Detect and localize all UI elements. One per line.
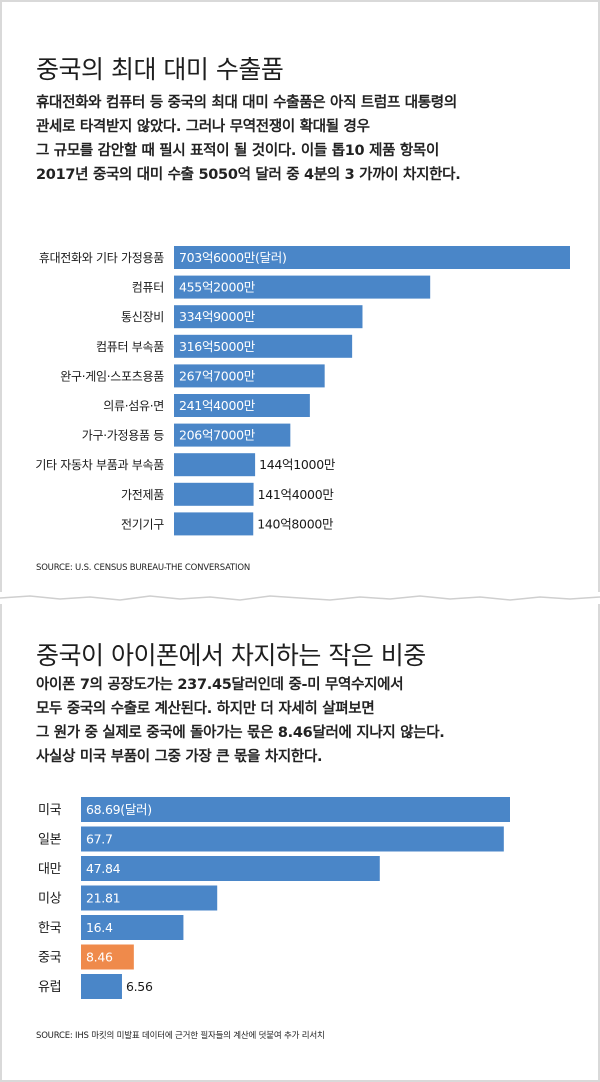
value-label: 144억1000만 [259,457,336,472]
value-label: 140억8000만 [257,516,334,531]
bar-group: 일본 67.7 [38,826,504,852]
intro-line: 2017년 중국의 대미 수출 5050억 달러 중 4분의 3 가까이 차지한… [36,167,461,183]
category-label: 가구·가정용품 등 [82,429,164,443]
bar [81,885,218,911]
bar [174,394,310,417]
bar-group: 의류·섬유·면 241억4000만 [103,394,310,417]
bar [174,482,254,506]
value-label: 8.46 [86,950,113,965]
bar-group: 중국 8.46 [38,944,134,970]
intro-line: 모두 중국의 수출로 계산된다. 하지만 더 자세히 살펴보면 [36,701,375,717]
category-label: 대만 [38,862,62,877]
category-label: 휴대전화와 기타 가정용품 [39,251,164,265]
value-label: 21.81 [86,891,120,906]
bar-group: 한국 16.4 [38,915,184,940]
category-label: 미상 [38,892,62,907]
category-label: 완구·게임·스포츠용품 [60,369,164,383]
intro-line: 그 원가 중 실제로 중국에 돌아가는 몫은 8.46달러에 지나지 않는다. [36,725,445,741]
value-label: 267억7000만 [179,368,256,383]
bar-group: 유럽 6.56 [38,974,153,999]
bar-group: 완구·게임·스포츠용품 267억7000만 [60,364,325,388]
bar [174,423,291,447]
category-label: 한국 [38,921,62,936]
bar [174,246,570,269]
value-label: 316억5000만 [179,339,256,354]
bar [81,826,504,852]
value-label: 16.4 [86,920,113,935]
value-label: 141억4000만 [258,487,335,502]
bar-group: 컴퓨터 455억2000만 [132,275,431,299]
value-label: 6.56 [126,979,153,994]
value-label: 68.69(달러) [86,802,152,817]
bar-highlight [81,944,134,970]
bar [81,856,380,881]
iphone-chart-source: SOURCE: IHS 마킷의 미발표 데이터에 근거한 필자들의 계산에 덧붙… [36,1031,325,1041]
bar [174,275,431,299]
category-label: 일본 [38,833,62,848]
bar-group: 컴퓨터 부속품 316억5000만 [96,334,353,358]
category-label: 컴퓨터 부속품 [96,340,164,354]
category-label: 의류·섬유·면 [103,399,164,413]
bar [174,334,353,358]
bar-group: 미국 68.69(달러) [38,797,510,822]
bar [81,974,122,999]
bar-group: 전기기구 140억8000만 [121,512,334,536]
bar [174,512,254,536]
category-label: 미국 [38,803,62,818]
iphone-chart-title: 중국이 아이폰에서 차지하는 작은 비중 [36,641,426,670]
bar-group: 통신장비 334억9000만 [121,305,363,329]
value-label: 334억9000만 [179,309,256,324]
bar [174,364,325,388]
bar-group: 대만 47.84 [38,856,380,881]
export-chart-title: 중국의 최대 대미 수출품 [36,55,284,84]
iphone-bar-chart: 미국 68.69(달러) 일본 67.7 대만 47.84 미상 21.81 한국 16.4 중국 8… [38,797,510,999]
category-label: 가전제품 [121,488,164,502]
iphone-chart-intro: 아이폰 7의 공장도가는 237.45달러인데 중-미 무역수지에서 모두 중국… [36,673,445,769]
value-label: 206억7000만 [179,428,256,443]
bar-group: 기타 자동차 부품과 부속품 144억1000만 [35,453,336,477]
bar [174,305,363,329]
bar-group: 휴대전화와 기타 가정용품 703억6000만(달러) [39,246,570,269]
iphone-chart-panel: 중국이 아이폰에서 차지하는 작은 비중 아이폰 7의 공장도가는 237.45… [0,596,600,1082]
torn-divider [0,592,600,604]
intro-line: 휴대전화와 컴퓨터 등 중국의 최대 대미 수출품은 아직 트럼프 대통령의 [36,95,457,111]
export-chart-panel: 중국의 최대 대미 수출품 휴대전화와 컴퓨터 등 중국의 최대 대미 수출품은… [0,0,600,596]
bar [81,915,184,940]
intro-line: 관세로 타격받지 않았다. 그러나 무역전쟁이 확대될 경우 [36,119,370,135]
bar-group: 가전제품 141억4000만 [121,482,335,506]
export-chart-source: SOURCE: U.S. CENSUS BUREAU-THE CONVERSAT… [36,563,251,573]
bar [81,797,510,822]
bar [174,453,256,477]
intro-line: 아이폰 7의 공장도가는 237.45달러인데 중-미 무역수지에서 [36,677,404,693]
value-label: 67.7 [86,832,113,847]
value-label: 241억4000만 [179,398,256,413]
intro-line: 사실상 미국 부품이 그중 가장 큰 몫을 차지한다. [36,749,323,765]
value-label: 703억6000만(달러) [179,250,287,265]
category-label: 컴퓨터 [132,281,164,295]
category-label: 통신장비 [121,310,164,324]
bar-group: 가구·가정용품 등 206억7000만 [82,423,291,447]
category-label: 유럽 [38,980,61,995]
bar-group: 미상 21.81 [38,885,218,911]
intro-line: 그 규모를 감안할 때 필시 표적이 될 것이다. 이들 톱10 제품 항목이 [36,143,440,159]
category-label: 중국 [38,951,62,966]
export-bar-chart: 휴대전화와 기타 가정용품 703억6000만(달러) 컴퓨터 455억2000만통신… [35,246,570,536]
category-label: 기타 자동차 부품과 부속품 [35,458,164,472]
category-label: 전기기구 [121,517,164,531]
value-label: 47.84 [86,861,121,876]
value-label: 455억2000만 [179,280,256,295]
export-chart-intro: 휴대전화와 컴퓨터 등 중국의 최대 대미 수출품은 아직 트럼프 대통령의 관… [36,91,461,187]
